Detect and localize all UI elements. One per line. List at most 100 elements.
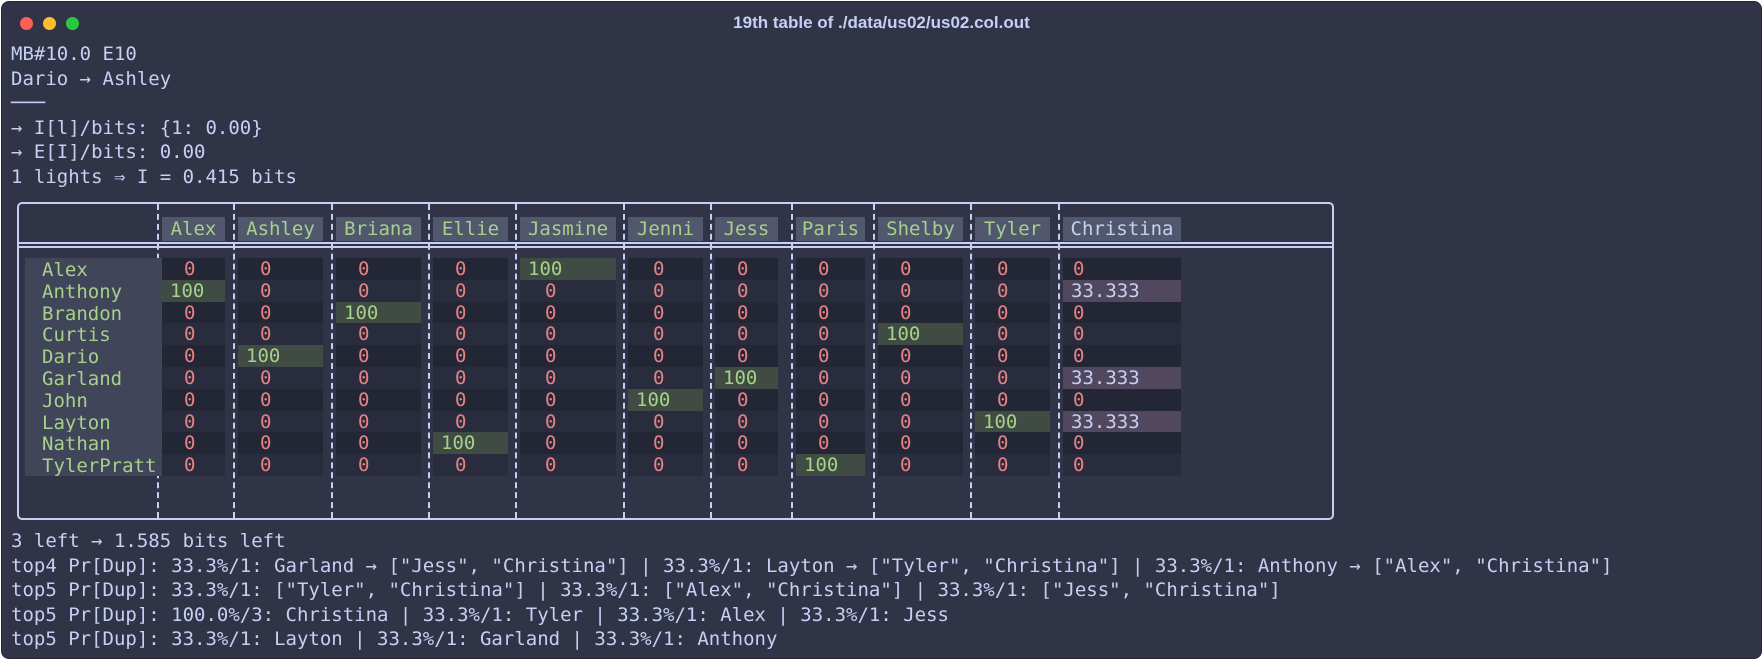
table-cell: 0 [238, 367, 323, 389]
row-name: John [25, 388, 175, 412]
table-cell: 0 [975, 388, 1050, 411]
window-title: 19th table of ./data/us02/us02.col.out [733, 13, 1030, 32]
table-cell: 0 [433, 323, 508, 346]
column-header: Shelby [878, 217, 963, 241]
table-cell: 0 [796, 388, 865, 411]
minimize-button[interactable] [43, 17, 56, 30]
table-cell: 0 [162, 367, 225, 389]
row-name: Nathan [25, 432, 175, 455]
output-line: 3 left → 1.585 bits left [11, 530, 286, 552]
table-cell: 0 [975, 279, 1050, 302]
output-line: top4 Pr[Dup]: 33.3%/1: Garland → ["Jess"… [11, 554, 1613, 577]
table-cell: 0 [520, 454, 616, 477]
column-separator [873, 204, 875, 518]
table-cell: 0 [520, 367, 616, 389]
column-header: Jenni [628, 217, 703, 241]
table-cell: 0 [628, 301, 703, 324]
table-cell: 0 [715, 258, 778, 280]
output-line: top5 Pr[Dup]: 33.3%/1: ["Tyler", "Christ… [11, 579, 1281, 602]
table-cell: 0 [796, 432, 865, 455]
row-name: Brandon [25, 301, 175, 325]
header-separator [19, 242, 1332, 244]
output-line: → I[l]/bits: {1: 0.00} [11, 116, 263, 139]
table-cell: 0 [238, 323, 323, 346]
table-cell: 0 [336, 345, 421, 368]
output-line: Dario → Ashley [11, 67, 172, 90]
header-output: MB#10.0 E10 Dario → Ashley ─── → I[l]/bi… [11, 42, 1761, 190]
table-cell: 100 [975, 410, 1050, 433]
column-separator [428, 204, 430, 518]
output-line: ─── [11, 92, 46, 115]
table-cell: 0 [975, 367, 1050, 389]
table-cell: 0 [238, 279, 323, 302]
maximize-button[interactable] [66, 17, 79, 30]
table-cell: 0 [238, 388, 323, 411]
table-cell: 0 [433, 301, 508, 324]
table-cell: 0 [1063, 345, 1181, 368]
table-cell: 100 [336, 301, 421, 324]
table-cell: 0 [336, 258, 421, 280]
table-cell: 100 [238, 345, 323, 368]
output-line: MB#10.0 E10 [11, 43, 137, 65]
table-cell: 0 [433, 367, 508, 389]
table-cell: 0 [238, 410, 323, 433]
row-name: Anthony [25, 279, 175, 303]
table-cell: 33.333 [1063, 279, 1181, 302]
table-cell: 0 [796, 323, 865, 346]
table-cell: 100 [433, 432, 508, 455]
table-cell: 0 [878, 258, 963, 280]
table-cell: 0 [715, 323, 778, 346]
table-cell: 0 [520, 432, 616, 455]
table-cell: 0 [715, 345, 778, 368]
header-separator [19, 246, 1332, 248]
table-cell: 0 [520, 301, 616, 324]
column-header: Ashley [238, 217, 323, 241]
table-cell: 0 [162, 454, 225, 477]
table-cell: 0 [433, 279, 508, 302]
table-cell: 0 [628, 454, 703, 477]
table-cell: 0 [336, 388, 421, 411]
column-header: Tyler [975, 217, 1050, 241]
table-cell: 0 [715, 454, 778, 477]
table-cell: 0 [433, 410, 508, 433]
table-cell: 0 [878, 388, 963, 411]
column-separator [791, 204, 793, 518]
table-cell: 0 [238, 454, 323, 477]
close-button[interactable] [20, 17, 33, 30]
output-line: 1 lights ⇒ I = 0.415 bits [11, 165, 297, 188]
table-cell: 100 [628, 388, 703, 411]
table-cell: 0 [715, 410, 778, 433]
column-separator [1058, 204, 1060, 518]
table-cell: 0 [336, 279, 421, 302]
table-cell: 0 [162, 323, 225, 346]
table-cell: 0 [433, 388, 508, 411]
table-cell: 0 [975, 432, 1050, 455]
column-separator [710, 204, 712, 518]
table-cell: 0 [628, 432, 703, 455]
table-cell: 0 [628, 279, 703, 302]
table-cell: 0 [796, 301, 865, 324]
table-cell: 0 [336, 367, 421, 389]
table-cell: 0 [433, 258, 508, 280]
table-cell: 0 [975, 454, 1050, 477]
table-cell: 0 [796, 367, 865, 389]
column-header: Ellie [433, 217, 508, 241]
table-cell: 0 [628, 367, 703, 389]
table-cell: 0 [336, 410, 421, 433]
table-cell: 0 [1063, 258, 1181, 280]
output-line: → E[I]/bits: 0.00 [11, 141, 206, 164]
table-cell: 0 [336, 454, 421, 477]
table-cell: 33.333 [1063, 410, 1181, 433]
table-cell: 0 [162, 388, 225, 411]
column-header: Briana [336, 217, 421, 241]
table-cell: 100 [715, 367, 778, 389]
table-cell: 0 [715, 279, 778, 302]
table-cell: 0 [1063, 454, 1181, 477]
table-cell: 0 [520, 323, 616, 346]
table-cell: 0 [975, 345, 1050, 368]
column-separator [970, 204, 972, 518]
table-cell: 0 [162, 345, 225, 368]
output-line: top5 Pr[Dup]: 100.0%/3: Christina | 33.3… [11, 603, 949, 626]
table-cell: 0 [878, 432, 963, 455]
column-separator [515, 204, 517, 518]
